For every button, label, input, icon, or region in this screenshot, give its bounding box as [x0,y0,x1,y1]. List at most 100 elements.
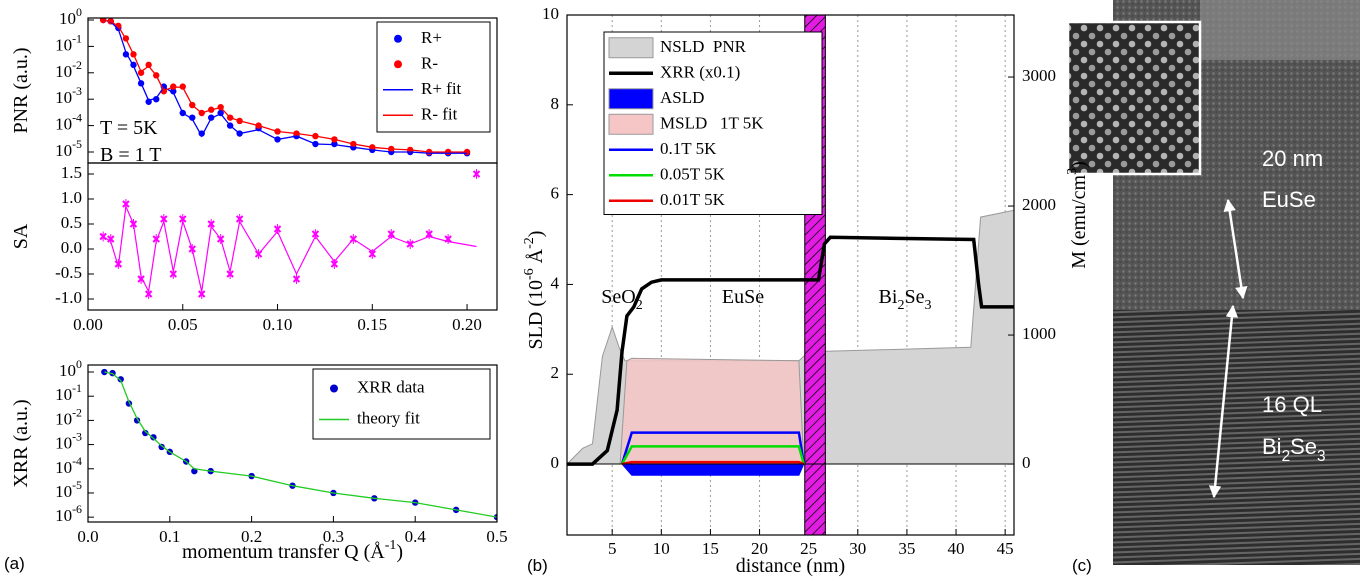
legend-label: NSLD PNR [660,37,747,56]
legend-swatch [608,37,654,59]
axis-title: M (emu/cm3) [1065,161,1090,269]
image-annotation: Bi2Se3 [1262,434,1326,465]
y-tick-label: 10-4 [55,110,82,133]
data-point [150,434,157,441]
image-annotation: EuSe [1262,187,1316,212]
y-tick-label: 10-3 [55,429,82,452]
y-tick-label: 10-4 [55,454,82,477]
fit-line [103,19,468,153]
y-tick-label: 10-1 [55,31,82,54]
y-tick-label: -0.5 [55,263,82,282]
data-point [368,250,376,258]
legend-label: ASLD [660,88,704,107]
arrow [1223,198,1248,300]
line [621,460,805,466]
y-tick-label: 10-2 [55,405,82,428]
annotation: B = 1 T [100,144,161,166]
y-tick-label: 10-3 [55,84,82,107]
x-tick-label: 0.00 [73,315,103,334]
y-tick-label: 2000 [1022,195,1056,214]
x-tick-label: 35 [898,539,915,558]
legend-label: MSLD 1T 5K [660,113,764,132]
data-point [189,114,196,121]
legend-label: 0.05T 5K [660,164,726,183]
legend-label: 0.01T 5K [660,190,726,209]
legend-label: 0.1T 5K [660,139,717,158]
x-tick-label: 0.4 [405,527,427,546]
x-tick-label: 0.15 [357,315,387,334]
x-tick-label: 0.3 [323,527,344,546]
x-tick-label: 40 [948,539,965,558]
y-tick-label: 0.0 [61,238,82,257]
axis-title: SLD (10-6 Å-2) [522,231,547,350]
panel-label: (b) [527,556,548,575]
data-point [311,230,320,238]
y-tick-label: 10-6 [55,502,82,525]
x-tick-label: 15 [702,539,719,558]
axis-title: distance (nm) [736,555,845,577]
y-tick-label: 8 [551,94,560,113]
fit-line [102,204,477,294]
legend-label: XRR data [357,377,425,396]
y-tick-label: 6 [551,184,560,203]
data-point [153,95,160,103]
data-point [107,235,115,243]
axis-title: SA [10,223,32,249]
legend-swatch [394,34,402,43]
panel-label: (c) [1072,556,1092,575]
data-point [235,215,244,223]
plot-frame [87,162,498,311]
region-label: Bi2Se3 [879,286,932,313]
data-point [101,368,108,376]
data-point [188,245,196,253]
plot-frame [87,364,498,523]
legend-swatch [608,113,654,135]
data-point [406,240,414,248]
x-tick-label: 0.20 [452,315,482,334]
y-tick-label: 10-1 [55,381,82,404]
x-tick-label: 0.1 [159,527,180,546]
plot-area [99,18,471,157]
annotation: T = 5K [100,117,158,139]
y-tick-label: 1000 [1022,324,1056,343]
arrow [1208,304,1239,499]
x-tick-label: 25 [800,539,817,558]
data-point [170,88,177,95]
data-point [387,230,395,238]
x-tick-label: 0.0 [77,527,98,546]
area [621,463,805,476]
x-tick-label: 0.5 [486,527,507,546]
region-label: SeO2 [601,286,642,313]
data-point [292,275,301,283]
data-point [254,250,263,258]
data-point [207,220,215,228]
y-tick-label: 4 [551,273,560,292]
inset [1066,20,1202,176]
y-tick-label: 3000 [1022,66,1056,85]
legend-swatch [608,88,654,110]
data-point [226,270,234,278]
data-point [129,220,138,228]
legend-label: R- [421,53,438,72]
y-tick-label: 10-2 [55,58,82,81]
x-tick-label: 0.05 [168,315,198,334]
x-tick-label: 20 [751,539,768,558]
data-point [142,429,149,437]
data-point [425,230,433,238]
data-point [472,170,481,178]
x-tick-label: 30 [849,539,866,558]
x-tick-label: 5 [608,539,617,558]
data-point [198,290,206,298]
data-point [169,270,177,278]
data-point [122,200,130,208]
legend-label: theory fit [357,408,420,427]
axis-title: PNR (a.u.) [10,47,32,133]
data-point [158,443,165,451]
fit-line [103,19,468,154]
plot-area [99,169,481,299]
fit-line [104,371,497,518]
image-region [1113,310,1360,565]
axis-title: XRR (a.u.) [10,399,32,487]
y-tick-label: 1.0 [61,188,82,207]
